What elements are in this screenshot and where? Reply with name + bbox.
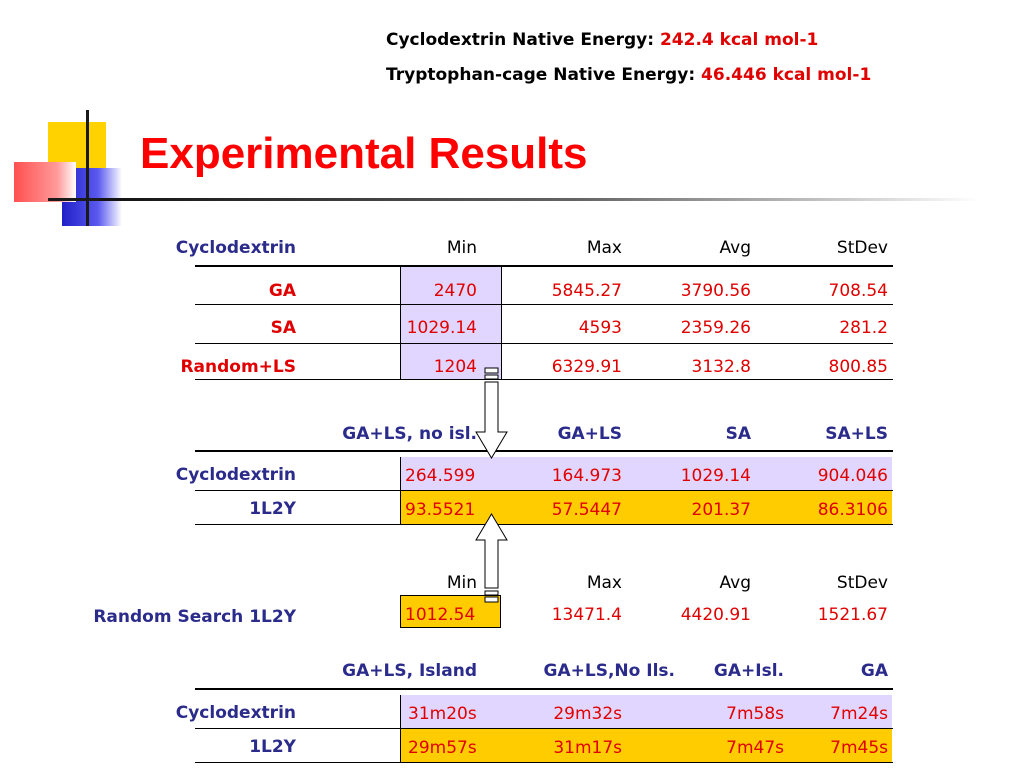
t3-header-min: Min bbox=[446, 573, 477, 593]
trp-energy-line: Tryptophan-cage Native Energy: 46.446 kc… bbox=[386, 65, 871, 85]
trp-energy-label: Tryptophan-cage Native Energy bbox=[386, 65, 689, 85]
t4-row-cyclo-v4: 7m24s bbox=[830, 704, 888, 724]
t2-row-cyclo-label: Cyclodextrin bbox=[175, 465, 296, 485]
t1-header-min: Min bbox=[446, 238, 477, 258]
t1-row-ga-stdev: 708.54 bbox=[828, 281, 888, 301]
t1-row-randomls-avg: 3132.8 bbox=[691, 357, 751, 377]
t2-row-cyclo-v3: 1029.14 bbox=[680, 466, 751, 486]
t4-header-galsisland: GA+LS, Island bbox=[342, 661, 477, 681]
t1-right-col-rule bbox=[501, 266, 502, 379]
t3-avg: 4420.91 bbox=[680, 605, 751, 625]
t2-row-1l2y-v3: 201.37 bbox=[691, 500, 751, 520]
t3-min-cell-bg bbox=[400, 595, 501, 628]
t1-row-ga-min: 2470 bbox=[433, 281, 477, 301]
t1-left-col-rule bbox=[400, 266, 401, 379]
t4-row-1l2y-bg bbox=[400, 729, 892, 762]
t1-min-column-bg bbox=[400, 266, 501, 379]
t4-row-cyclo-v2: 29m32s bbox=[553, 704, 622, 724]
t1-rule-1 bbox=[195, 304, 893, 305]
t3-header-max: Max bbox=[586, 573, 622, 593]
t2-row-1l2y-v4: 86.3106 bbox=[817, 500, 888, 520]
t4-row-1l2y-v1: 29m57s bbox=[408, 738, 477, 758]
t2-header-galsnoisl: GA+LS, no isl. bbox=[342, 424, 477, 444]
t1-header-stdev: StDev bbox=[836, 238, 888, 258]
cyclo-energy-label: Cyclodextrin Native Energy bbox=[386, 30, 648, 50]
cyclo-energy-value: 242.4 kcal mol-1 bbox=[659, 30, 819, 50]
t4-rule-1 bbox=[195, 728, 893, 729]
cyclodextrin-energy-line: Cyclodextrin Native Energy: 242.4 kcal m… bbox=[386, 30, 818, 50]
t2-row-cyclo-v2: 164.973 bbox=[551, 466, 622, 486]
t2-row-1l2y-v1: 93.5521 bbox=[405, 500, 476, 520]
t1-row-sa-max: 4593 bbox=[578, 318, 622, 338]
t4-header-gaisl: GA+Isl. bbox=[713, 661, 784, 681]
t1-row-sa-avg: 2359.26 bbox=[680, 318, 751, 338]
t1-row-ga-avg: 3790.56 bbox=[680, 281, 751, 301]
t4-header-ga: GA bbox=[860, 661, 888, 681]
t4-row-cyclo-bg bbox=[400, 695, 892, 728]
up-arrow-icon bbox=[475, 513, 508, 603]
t4-row-cyclo-v1: 31m20s bbox=[408, 704, 477, 724]
t2-header-sals: SA+LS bbox=[825, 424, 888, 444]
t4-row-1l2y-label: 1L2Y bbox=[249, 737, 296, 757]
t1-top-rule bbox=[195, 265, 893, 267]
t4-row-1l2y-v4: 7m45s bbox=[830, 738, 888, 758]
t4-header-galsnoils: GA+LS,No Ils. bbox=[543, 661, 675, 681]
t4-top-rule bbox=[195, 688, 893, 690]
t2-bottom-rule bbox=[195, 524, 893, 525]
t3-max: 13471.4 bbox=[551, 605, 622, 625]
t4-left-col-rule bbox=[400, 695, 401, 762]
t1-header-avg: Avg bbox=[719, 238, 752, 258]
t1-row-sa-min: 1029.14 bbox=[406, 318, 477, 338]
t1-rule-2 bbox=[195, 343, 893, 344]
logo-red-square bbox=[14, 162, 76, 202]
t2-left-col-rule bbox=[400, 457, 401, 524]
t3-stdev: 1521.67 bbox=[817, 605, 888, 625]
decorative-logo bbox=[0, 110, 140, 230]
t1-corner-label: Cyclodextrin bbox=[175, 238, 296, 258]
t3-min: 1012.54 bbox=[405, 605, 476, 625]
t2-row-1l2y-bg bbox=[400, 491, 892, 524]
t1-row-randomls-stdev: 800.85 bbox=[828, 357, 888, 377]
title-underline bbox=[100, 198, 980, 201]
t1-row-randomls-max: 6329.91 bbox=[551, 357, 622, 377]
t3-header-stdev: StDev bbox=[836, 573, 888, 593]
t1-row-ga-label: GA bbox=[268, 281, 296, 301]
t2-row-cyclo-bg bbox=[400, 457, 892, 490]
page-title: Experimental Results bbox=[140, 129, 588, 178]
t4-bottom-rule bbox=[195, 762, 893, 763]
t4-row-cyclo-v3: 7m58s bbox=[726, 704, 784, 724]
t1-row-randomls-label: Random+LS bbox=[180, 357, 296, 377]
trp-energy-sep: : bbox=[688, 65, 696, 85]
t2-top-rule bbox=[195, 450, 893, 452]
t2-rule-1 bbox=[195, 490, 893, 491]
cyclo-energy-sep: : bbox=[647, 30, 655, 50]
t1-header-max: Max bbox=[586, 238, 622, 258]
t2-row-1l2y-v2: 57.5447 bbox=[551, 500, 622, 520]
logo-vertical-line bbox=[86, 110, 89, 226]
t1-row-ga-max: 5845.27 bbox=[551, 281, 622, 301]
t1-row-sa-stdev: 281.2 bbox=[839, 318, 888, 338]
t2-row-cyclo-v4: 904.046 bbox=[817, 466, 888, 486]
t4-row-1l2y-v2: 31m17s bbox=[553, 738, 622, 758]
trp-energy-value: 46.446 kcal mol-1 bbox=[701, 65, 872, 85]
t3-row-label: Random Search 1L2Y bbox=[93, 607, 296, 627]
t2-row-1l2y-label: 1L2Y bbox=[249, 499, 296, 519]
t2-header-sa: SA bbox=[725, 424, 751, 444]
t2-row-cyclo-v1: 264.599 bbox=[405, 466, 476, 486]
down-arrow-icon bbox=[475, 367, 508, 459]
t1-bottom-rule bbox=[195, 379, 893, 380]
t2-header-gals: GA+LS bbox=[557, 424, 622, 444]
t4-row-1l2y-v3: 7m47s bbox=[726, 738, 784, 758]
t1-row-sa-label: SA bbox=[270, 318, 296, 338]
t4-row-cyclo-label: Cyclodextrin bbox=[175, 703, 296, 723]
t1-row-randomls-min: 1204 bbox=[433, 357, 477, 377]
logo-horizontal-line bbox=[48, 198, 140, 201]
t3-header-avg: Avg bbox=[719, 573, 752, 593]
